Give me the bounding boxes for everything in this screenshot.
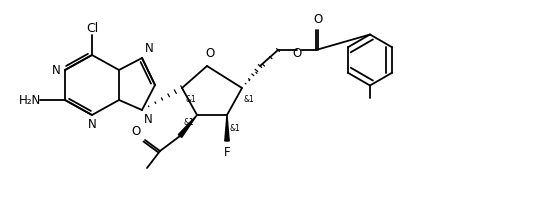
Text: &1: &1	[185, 95, 196, 104]
Polygon shape	[178, 115, 197, 137]
Text: H₂N: H₂N	[19, 94, 41, 106]
Text: O: O	[132, 125, 141, 138]
Text: N: N	[144, 113, 153, 126]
Text: &1: &1	[244, 95, 255, 104]
Text: O: O	[313, 13, 322, 26]
Text: N: N	[145, 42, 154, 55]
Text: &1: &1	[184, 118, 195, 127]
Text: O: O	[292, 47, 302, 59]
Text: N: N	[52, 63, 61, 77]
Text: O: O	[205, 47, 215, 60]
Text: F: F	[224, 146, 230, 159]
Text: N: N	[88, 118, 96, 131]
Text: Cl: Cl	[86, 21, 98, 35]
Text: &1: &1	[229, 124, 240, 133]
Polygon shape	[225, 115, 229, 141]
